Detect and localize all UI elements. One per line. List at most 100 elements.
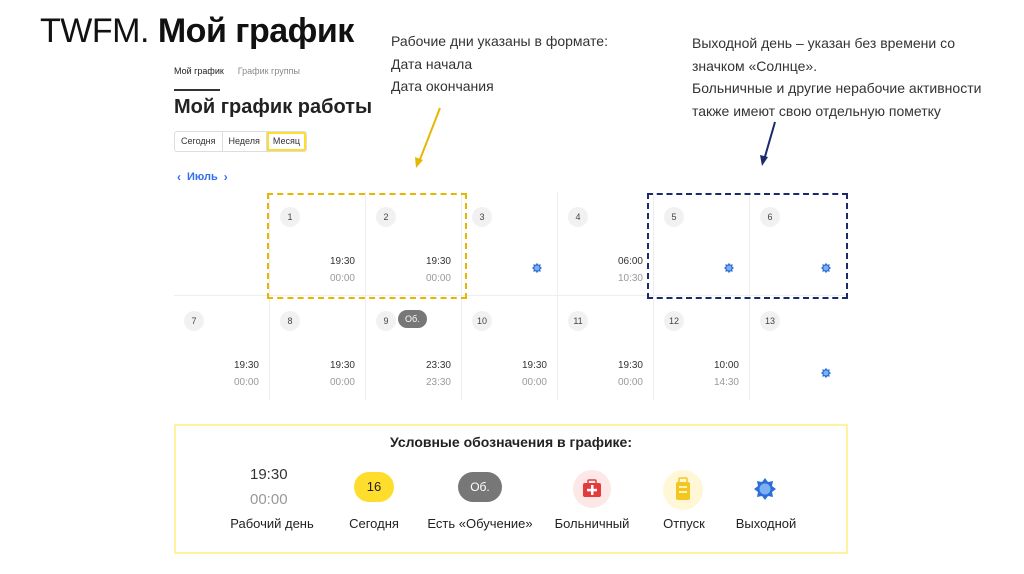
legend-title: Условные обозначения в графике: bbox=[390, 434, 632, 450]
note-line: также имеют свою отдельную пометку bbox=[692, 102, 941, 119]
sun-icon bbox=[754, 478, 776, 500]
training-badge: Об. bbox=[398, 310, 427, 328]
legend-training-label: Есть «Обучение» bbox=[427, 516, 533, 531]
note-line: Больничные и другие нерабочие активности bbox=[692, 80, 982, 96]
arrow-yellow bbox=[418, 107, 441, 163]
suitcase-icon bbox=[676, 477, 690, 500]
note-line: Дата начала bbox=[391, 55, 473, 72]
legend-today-label: Сегодня bbox=[349, 516, 399, 531]
period-today-button[interactable]: Сегодня bbox=[175, 132, 223, 151]
calendar-day-cell[interactable]: 7 19:30 00:00 bbox=[174, 296, 270, 400]
legend-training-badge: Об. bbox=[458, 472, 502, 502]
day-number: 4 bbox=[568, 207, 588, 227]
legend-panel: Условные обозначения в графике: 19:30 00… bbox=[174, 424, 848, 554]
period-week-button[interactable]: Неделя bbox=[223, 132, 267, 151]
period-month-button[interactable]: Месяц bbox=[266, 132, 307, 151]
legend-work-label: Рабочий день bbox=[230, 516, 314, 531]
day-number: 10 bbox=[472, 311, 492, 331]
day-number: 1 bbox=[280, 207, 300, 227]
shift-start-time: 10:00 bbox=[713, 360, 739, 371]
month-navigator: ‹ Июль › bbox=[177, 170, 228, 184]
calendar-day-cell[interactable]: 2 19:30 00:00 bbox=[366, 192, 462, 296]
legend-sick-badge bbox=[573, 470, 611, 508]
day-number: 3 bbox=[472, 207, 492, 227]
highlight-work-days bbox=[267, 193, 467, 299]
calendar-day-cell[interactable]: 9 Об. 23:30 23:30 bbox=[366, 296, 462, 400]
sun-icon bbox=[820, 261, 832, 279]
sun-icon bbox=[723, 261, 735, 279]
arrow-navy-head bbox=[760, 155, 768, 166]
note-day-off: Выходной день – указан без времени со зн… bbox=[692, 32, 1012, 122]
shift-start-time: 19:30 bbox=[233, 360, 259, 371]
calendar-day-cell[interactable]: 12 10:00 14:30 bbox=[654, 296, 750, 400]
month-label: Июль bbox=[187, 171, 218, 183]
first-aid-kit-icon bbox=[583, 479, 601, 497]
shift-start-time: 06:00 bbox=[617, 256, 643, 267]
day-number: 13 bbox=[760, 311, 780, 331]
shift-start-time: 19:30 bbox=[329, 360, 355, 371]
calendar-day-cell[interactable]: 6 bbox=[750, 192, 846, 296]
legend-today-badge: 16 bbox=[354, 472, 394, 502]
shift-end-time: 00:00 bbox=[617, 377, 643, 388]
calendar-day-cell[interactable]: 4 06:00 10:30 bbox=[558, 192, 654, 296]
shift-end-time: 23:30 bbox=[425, 377, 451, 388]
shift-end-time: 00:00 bbox=[521, 377, 547, 388]
shift-start-time: 19:30 bbox=[425, 256, 451, 267]
note-line: Рабочие дни указаны в формате: bbox=[391, 33, 608, 49]
day-number: 6 bbox=[760, 207, 780, 227]
calendar-day-cell[interactable]: 5 bbox=[654, 192, 750, 296]
shift-end-time: 00:00 bbox=[329, 273, 355, 284]
legend-work-start: 19:30 bbox=[250, 466, 288, 483]
legend-vacation-label: Отпуск bbox=[663, 516, 705, 531]
calendar-day-cell[interactable]: 13 bbox=[750, 296, 846, 400]
shift-start-time: 19:30 bbox=[329, 256, 355, 267]
day-number: 9 bbox=[376, 311, 396, 331]
slide-title: TWFM. Мой график bbox=[40, 12, 354, 51]
note-line: значком «Солнце». bbox=[692, 57, 818, 74]
chevron-right-icon[interactable]: › bbox=[223, 170, 228, 184]
calendar-day-cell[interactable]: 1 19:30 00:00 bbox=[270, 192, 366, 296]
legend-vacation-badge bbox=[663, 470, 703, 510]
slide-title-main: Мой график bbox=[157, 12, 354, 50]
day-number: 5 bbox=[664, 207, 684, 227]
shift-end-time: 14:30 bbox=[713, 377, 739, 388]
tab-my-schedule[interactable]: Мой график bbox=[174, 66, 224, 76]
day-number: 8 bbox=[280, 311, 300, 331]
app-tabs: Мой график График группы bbox=[174, 66, 300, 76]
legend-dayoff-label: Выходной bbox=[735, 516, 797, 531]
shift-start-time: 19:30 bbox=[617, 360, 643, 371]
highlight-days-off bbox=[647, 193, 848, 299]
arrow-yellow-head bbox=[415, 157, 423, 168]
calendar-day-cell[interactable]: 11 19:30 00:00 bbox=[558, 296, 654, 400]
legend-sick-label: Больничный bbox=[554, 516, 630, 531]
calendar-day-cell bbox=[174, 192, 270, 296]
slide-title-prefix: TWFM. bbox=[40, 12, 149, 50]
legend-work-end: 00:00 bbox=[250, 491, 288, 508]
shift-start-time: 19:30 bbox=[521, 360, 547, 371]
legend-dayoff-badge bbox=[752, 476, 778, 507]
note-line: Выходной день – указан без времени со bbox=[692, 35, 956, 51]
tab-underline bbox=[174, 89, 220, 91]
note-work-format: Рабочие дни указаны в формате: Дата нача… bbox=[391, 30, 641, 98]
shift-end-time: 10:30 bbox=[617, 273, 643, 284]
arrow-navy bbox=[763, 121, 776, 161]
calendar-day-cell[interactable]: 10 19:30 00:00 bbox=[462, 296, 558, 400]
day-number: 12 bbox=[664, 311, 684, 331]
day-number: 2 bbox=[376, 207, 396, 227]
day-number: 7 bbox=[184, 311, 204, 331]
sun-icon bbox=[531, 261, 543, 279]
calendar-grid: 1 19:30 00:00 2 19:30 00:00 3 4 06:00 10:30 5 6 7 19:… bbox=[174, 192, 846, 400]
day-number: 11 bbox=[568, 311, 588, 331]
shift-end-time: 00:00 bbox=[329, 377, 355, 388]
page-title: Мой график работы bbox=[174, 96, 373, 118]
tab-group-schedule[interactable]: График группы bbox=[237, 66, 300, 76]
note-line: Дата окончания bbox=[391, 78, 494, 94]
calendar-day-cell[interactable]: 8 19:30 00:00 bbox=[270, 296, 366, 400]
calendar-day-cell[interactable]: 3 bbox=[462, 192, 558, 296]
shift-end-time: 00:00 bbox=[425, 273, 451, 284]
shift-start-time: 23:30 bbox=[425, 360, 451, 371]
shift-end-time: 00:00 bbox=[233, 377, 259, 388]
chevron-left-icon[interactable]: ‹ bbox=[177, 170, 181, 184]
sun-icon bbox=[820, 366, 832, 384]
